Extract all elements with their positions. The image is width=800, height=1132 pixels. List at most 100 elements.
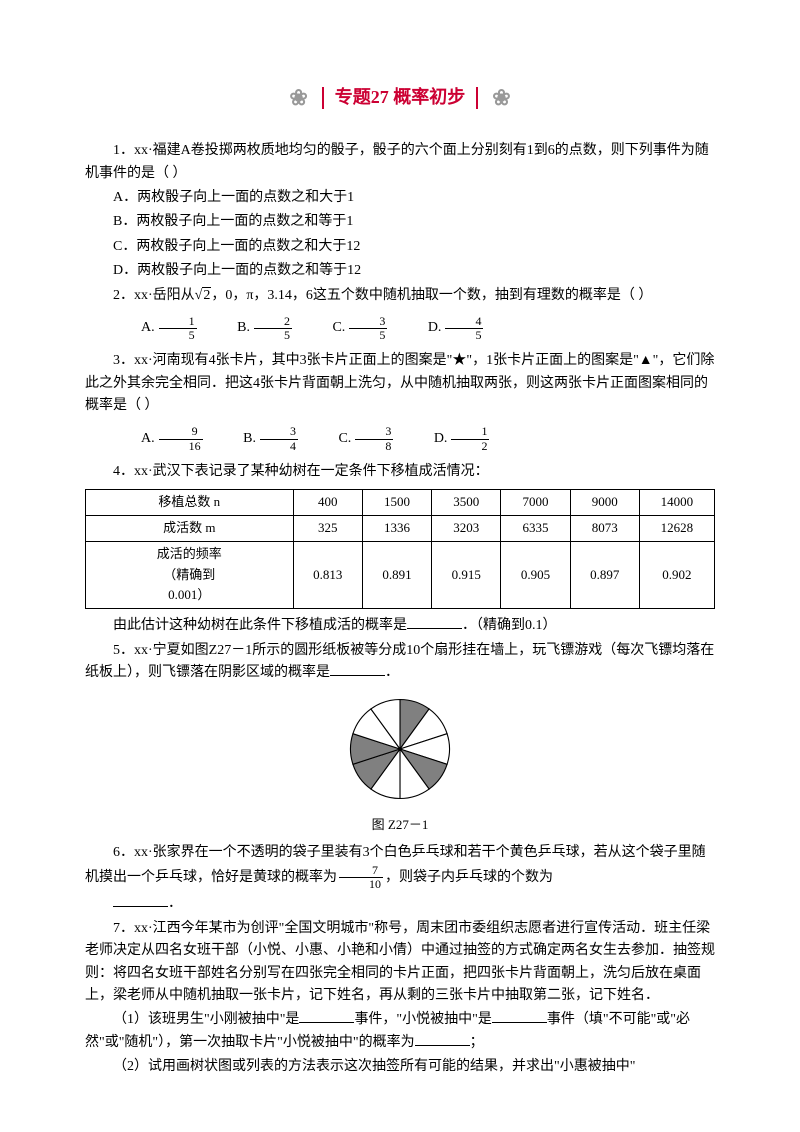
q4-stem: 4．xx·武汉下表记录了某种幼树在一定条件下移植成活情况： xyxy=(85,461,715,483)
blank xyxy=(113,893,168,907)
q4-r1-5: 14000 xyxy=(639,490,714,516)
q4-r2-2: 3203 xyxy=(432,516,501,542)
pie-svg xyxy=(345,694,455,804)
q2-den-a: 5 xyxy=(159,329,197,342)
table-row: 成活数 m 325 1336 3203 6335 8073 12628 xyxy=(86,516,715,542)
q1-opt-b: B．两枚骰子向上一面的点数之和等于1 xyxy=(85,211,715,233)
q2-stem-a: 2．xx·岳阳从 xyxy=(113,288,195,303)
q3-frac-c: 38 xyxy=(355,425,393,452)
q4-r1-4: 9000 xyxy=(570,490,639,516)
q5-stem: 5．xx·宁夏如图Z27－1所示的圆形纸板被等分成10个扇形挂在墙上，玩飞镖游戏… xyxy=(85,640,715,685)
q4-h2: 成活数 m xyxy=(86,516,294,542)
q4-r1-3: 7000 xyxy=(501,490,570,516)
q4-tail-a: 由此估计这种幼树在此条件下移植成活的概率是 xyxy=(113,618,407,633)
q2-lab-b: B. xyxy=(209,317,250,339)
q1-opt-d: D．两枚骰子向上一面的点数之和等于12 xyxy=(85,260,715,282)
q7-p1a: （1）该班男生"小刚被抽中"是 xyxy=(113,1012,299,1027)
q1-stem: 1．xx·福建A卷投掷两枚质地均匀的骰子，骰子的六个面上分别刻有1到6的点数，则… xyxy=(85,140,715,185)
q4-r2-4: 8073 xyxy=(570,516,639,542)
q4-r3-5: 0.902 xyxy=(639,541,714,608)
q6-den: 10 xyxy=(339,878,383,891)
q4-r1-1: 1500 xyxy=(362,490,431,516)
q3-frac-a: 916 xyxy=(159,425,203,452)
q2-lab-c: C. xyxy=(304,317,345,339)
divider-left xyxy=(322,87,324,109)
q3-lab-d: D. xyxy=(406,428,448,450)
q3-den-d: 2 xyxy=(451,440,489,453)
flower-right-icon: ❀ xyxy=(492,80,510,115)
q3-frac-b: 34 xyxy=(260,425,298,452)
q3-lab-b: B. xyxy=(215,428,256,450)
q7-p1d: ； xyxy=(470,1035,484,1050)
q4-tail: 由此估计这种幼树在此条件下移植成活的概率是 ．（精确到0.1） xyxy=(85,615,715,637)
blank xyxy=(415,1032,470,1046)
q2-num-c: 3 xyxy=(349,315,387,329)
q2-frac-a: 15 xyxy=(159,315,197,342)
blank xyxy=(492,1009,547,1023)
q1-opt-a: A．两枚骰子向上一面的点数之和大于1 xyxy=(85,187,715,209)
q4-r3-4: 0.897 xyxy=(570,541,639,608)
q2-lab-d: D. xyxy=(400,317,442,339)
q3-den-a: 16 xyxy=(159,440,203,453)
flower-left-icon: ❀ xyxy=(289,80,307,115)
title-row: ❀ 专题27 概率初步 ❀ xyxy=(85,80,715,115)
blank xyxy=(330,662,385,676)
q4-r3-0: 0.813 xyxy=(293,541,362,608)
table-row: 成活的频率 （精确到 0.001） 0.813 0.891 0.915 0.90… xyxy=(86,541,715,608)
q6-num: 7 xyxy=(339,864,383,878)
q4-table: 移植总数 n 400 1500 3500 7000 9000 14000 成活数… xyxy=(85,489,715,609)
q4-r2-0: 325 xyxy=(293,516,362,542)
page-title: 专题27 概率初步 xyxy=(335,87,466,107)
q3-frac-d: 12 xyxy=(451,425,489,452)
q3-options: A.916 B.34 C.38 D.12 xyxy=(85,425,715,452)
q2-num-b: 2 xyxy=(254,315,292,329)
q7-p1b: 事件，"小悦被抽中"是 xyxy=(354,1012,491,1027)
q6-b: ，则袋子内乒乓球的个数为 xyxy=(385,870,553,885)
q2-num-a: 1 xyxy=(159,315,197,329)
q2-num-d: 4 xyxy=(445,315,483,329)
q2-frac-d: 45 xyxy=(445,315,483,342)
q5-stem-a: 5．xx·宁夏如图Z27－1所示的圆形纸板被等分成10个扇形挂在墙上，玩飞镖游戏… xyxy=(85,643,714,680)
page: ❀ 专题27 概率初步 ❀ 1．xx·福建A卷投掷两枚质地均匀的骰子，骰子的六个… xyxy=(0,0,800,1120)
q4-r3-3: 0.905 xyxy=(501,541,570,608)
q4-h3: 成活的频率 （精确到 0.001） xyxy=(86,541,294,608)
q3-lab-c: C. xyxy=(310,428,351,450)
q4-tail-b: ．（精确到0.1） xyxy=(462,618,557,633)
q4-r1-0: 400 xyxy=(293,490,362,516)
q2-stem: 2．xx·岳阳从√2，0，π，3.14，6这五个数中随机抽取一个数，抽到有理数的… xyxy=(85,285,715,307)
q3-den-b: 4 xyxy=(260,440,298,453)
q6-tail: ． xyxy=(85,893,715,915)
q3-num-a: 9 xyxy=(159,425,203,439)
pie-caption: 图 Z27－1 xyxy=(85,815,715,836)
q7-part1: （1）该班男生"小刚被抽中"是事件，"小悦被抽中"是事件（填"不可能"或"必然"… xyxy=(85,1009,715,1054)
pie-chart xyxy=(85,694,715,812)
q4-r3-2: 0.915 xyxy=(432,541,501,608)
blank xyxy=(299,1009,354,1023)
q4-r2-3: 6335 xyxy=(501,516,570,542)
q2-frac-b: 25 xyxy=(254,315,292,342)
q5-stem-b: ． xyxy=(385,665,399,680)
q6-stem: 6．xx·张家界在一个不透明的袋子里装有3个白色乒乓球和若干个黄色乒乓球，若从这… xyxy=(85,842,715,892)
q2-den-d: 5 xyxy=(445,329,483,342)
q3-den-c: 8 xyxy=(355,440,393,453)
q3-num-c: 3 xyxy=(355,425,393,439)
q1-opt-c: C．两枚骰子向上一面的点数之和大于12 xyxy=(85,236,715,258)
q3-lab-a: A. xyxy=(113,428,155,450)
q2-sqrt: 2 xyxy=(202,287,211,303)
q4-r3-1: 0.891 xyxy=(362,541,431,608)
q7-part2: （2）试用画树状图或列表的方法表示这次抽签所有可能的结果，并求出"小惠被抽中" xyxy=(85,1056,715,1078)
table-row: 移植总数 n 400 1500 3500 7000 9000 14000 xyxy=(86,490,715,516)
q3-num-d: 1 xyxy=(451,425,489,439)
q3-num-b: 3 xyxy=(260,425,298,439)
q2-lab-a: A. xyxy=(113,317,155,339)
q7-stem: 7．xx·江西今年某市为创评"全国文明城市"称号，周末团市委组织志愿者进行宣传活… xyxy=(85,918,715,1008)
blank xyxy=(407,615,462,629)
q2-den-b: 5 xyxy=(254,329,292,342)
q2-den-c: 5 xyxy=(349,329,387,342)
q4-r2-5: 12628 xyxy=(639,516,714,542)
q6-c: ． xyxy=(168,896,182,911)
q4-r1-2: 3500 xyxy=(432,490,501,516)
q2-stem-b: ，0，π，3.14，6这五个数中随机抽取一个数，抽到有理数的概率是（ ） xyxy=(211,288,652,303)
divider-right xyxy=(476,87,478,109)
q2-options: A.15 B.25 C.35 D.45 xyxy=(85,315,715,342)
